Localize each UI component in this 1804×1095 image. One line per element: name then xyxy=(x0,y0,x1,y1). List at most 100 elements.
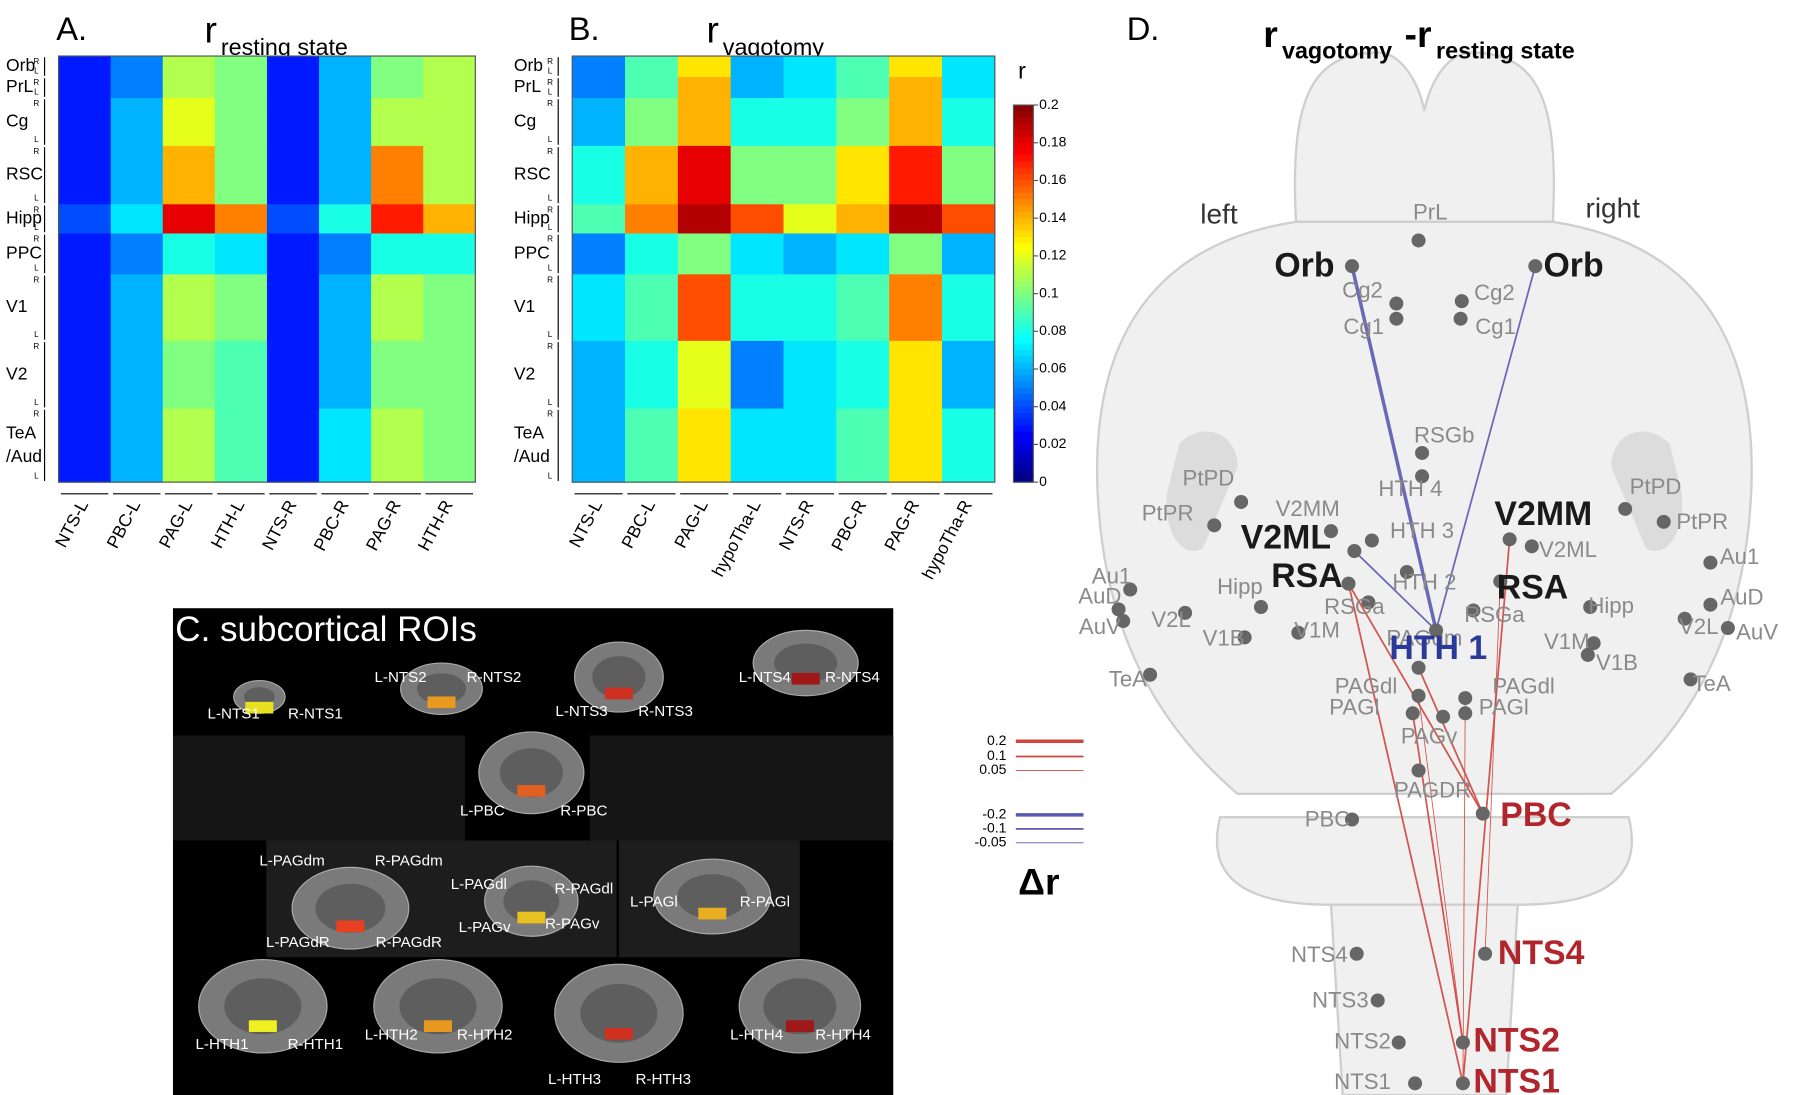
node-label: PtPD xyxy=(1630,474,1682,499)
hemi-label: L xyxy=(548,398,553,407)
column-label: PBC-L xyxy=(102,496,144,551)
colorbar-step xyxy=(1013,130,1034,138)
heatmap-cell xyxy=(625,204,679,235)
heatmap-cell xyxy=(625,233,679,275)
heatmap-cell xyxy=(572,77,626,99)
colorbar-step xyxy=(1013,375,1034,383)
heatmap-cell xyxy=(110,204,164,235)
hemi-label: L xyxy=(548,264,553,273)
colorbar-step xyxy=(1013,161,1034,169)
colorbar-step xyxy=(1013,406,1034,414)
colorbar-tick-label: 0.16 xyxy=(1039,171,1066,187)
heatmap-cell xyxy=(319,145,372,205)
heatmap-cell xyxy=(677,408,732,483)
colorbar-step xyxy=(1013,199,1034,207)
node-label: V1M xyxy=(1544,629,1590,654)
hemi-label: R xyxy=(547,234,553,243)
colorbar-step xyxy=(1013,224,1034,232)
heatmap-cell xyxy=(162,233,216,275)
node-dot xyxy=(1703,555,1718,570)
brain-slice-inner xyxy=(315,883,386,933)
heatmap-cell xyxy=(214,98,268,147)
node-dot xyxy=(1123,582,1138,597)
roi-label: L-HTH4 xyxy=(730,1026,783,1043)
hemi-label: L xyxy=(34,264,39,273)
hemi-label: L xyxy=(548,223,553,232)
node-label: RSGa xyxy=(1324,594,1385,619)
hemi-label: L xyxy=(34,223,39,232)
hemi-label: L xyxy=(548,194,553,203)
roi-label: R-NTS2 xyxy=(467,669,522,686)
colorbar-step xyxy=(1013,274,1034,282)
node-label: PrL xyxy=(1413,199,1448,224)
heatmap-cell xyxy=(625,77,679,99)
heatmap-cell xyxy=(266,98,320,147)
node-dot xyxy=(1391,1035,1406,1050)
hemi-label: L xyxy=(34,194,39,203)
legend-value: 0.05 xyxy=(979,761,1006,777)
d-title2-sub: resting state xyxy=(1436,38,1575,64)
heatmap-cell xyxy=(730,204,785,235)
node-dot xyxy=(1458,691,1473,706)
brain-slice-inner xyxy=(580,983,658,1043)
column-label: PAG-L xyxy=(155,496,197,551)
node-dot xyxy=(1677,611,1692,626)
heatmap-cell xyxy=(371,274,424,342)
panel-letter: A. xyxy=(56,10,87,47)
node-label: RSGa xyxy=(1464,602,1525,627)
colorbar-step xyxy=(1013,419,1034,427)
node-dot xyxy=(1253,600,1268,615)
colorbar-step xyxy=(1013,155,1034,163)
roi-label: R-PAGv xyxy=(545,916,600,933)
colorbar-step xyxy=(1013,337,1034,345)
column-label: PBC-R xyxy=(309,497,352,554)
node-dot xyxy=(1580,647,1595,662)
heatmap-cell xyxy=(162,145,216,205)
node-label: HTH 1 xyxy=(1389,629,1487,667)
colorbar-step xyxy=(1013,381,1034,389)
node-dot xyxy=(1345,259,1360,274)
node-dot xyxy=(1237,630,1252,645)
colorbar-tick-label: 0.14 xyxy=(1039,209,1066,225)
colorbar-step xyxy=(1013,412,1034,420)
heatmap-cell xyxy=(110,98,164,147)
node-label: PAGdl xyxy=(1492,673,1554,698)
roi-label: R-HTH1 xyxy=(288,1036,344,1053)
node-dot xyxy=(1524,539,1539,554)
node-label: PBC xyxy=(1305,807,1351,832)
roi-label: L-NTS1 xyxy=(208,705,260,722)
heatmap-cell xyxy=(162,77,216,99)
hemi-label: R xyxy=(33,275,39,284)
colorbar-step xyxy=(1013,237,1034,244)
legend-value: 0.1 xyxy=(987,747,1007,763)
colorbar-step xyxy=(1013,174,1034,182)
node-dot xyxy=(1429,623,1444,638)
heatmap-cell xyxy=(730,233,785,275)
node-dot xyxy=(1399,565,1414,580)
roi-label: L-PBC xyxy=(460,802,505,819)
heatmap-cell xyxy=(677,233,732,275)
colorbar-step xyxy=(1013,325,1034,332)
row-label: RSC xyxy=(514,164,551,184)
heatmap-cell xyxy=(110,274,164,342)
heatmap-cell xyxy=(214,77,268,99)
colorbar-step xyxy=(1013,356,1034,364)
heatmap-cell xyxy=(783,77,837,99)
heatmap-cell xyxy=(730,56,785,78)
heatmap-cell xyxy=(319,77,372,99)
heatmap-cell xyxy=(110,340,164,410)
row-label-part: /Aud xyxy=(6,446,42,466)
heatmap-cell xyxy=(371,77,424,99)
roi-label: L-PAGl xyxy=(630,893,678,910)
row-label-part: /Aud xyxy=(514,446,550,466)
roi-label: R-PBC xyxy=(560,802,607,819)
heatmap-cell xyxy=(371,98,424,147)
heatmap-cell xyxy=(162,274,216,342)
brain-slice-inner xyxy=(499,748,563,798)
heatmap-cell xyxy=(783,145,837,205)
roi-label: R-NTS1 xyxy=(288,705,343,722)
node-label: Orb xyxy=(1274,246,1334,284)
heatmap-cell xyxy=(889,145,943,205)
heatmap-cell xyxy=(730,408,785,483)
